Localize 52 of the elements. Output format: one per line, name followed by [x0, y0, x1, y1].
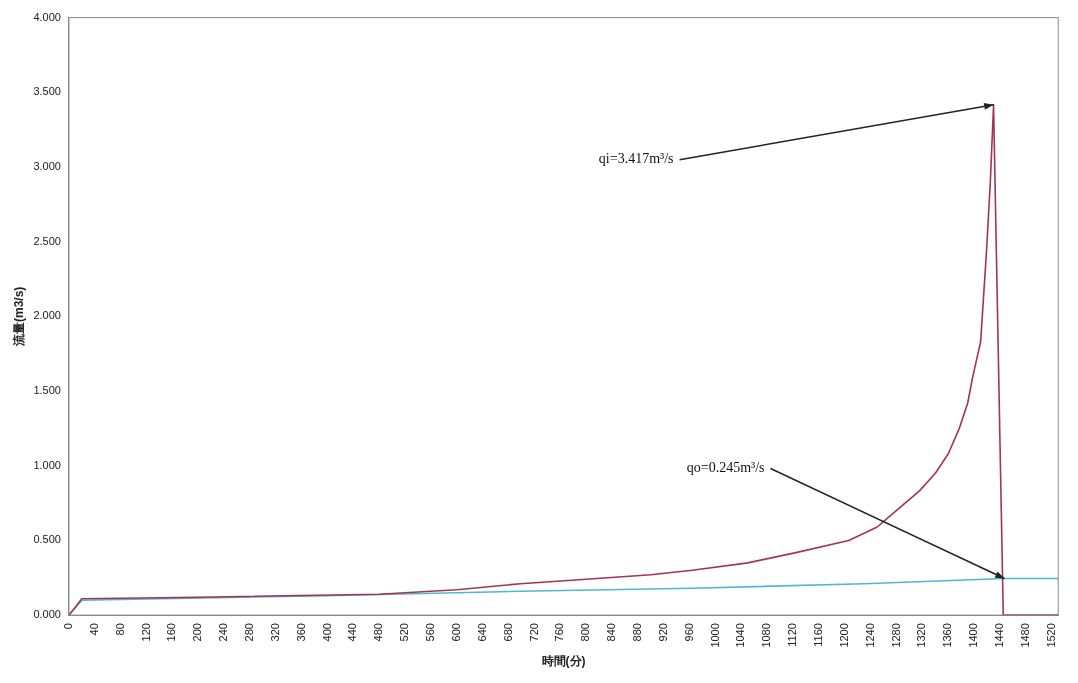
x-tick-label: 160 [165, 623, 178, 642]
x-tick-label: 1440 [993, 623, 1006, 648]
x-tick-label: 1200 [837, 623, 850, 648]
y-tick-label: 0.500 [33, 533, 61, 546]
x-tick-label: 1080 [760, 623, 773, 648]
x-tick-label: 1160 [812, 623, 825, 647]
x-tick-label: 680 [501, 623, 514, 642]
y-tick-label: 3.500 [33, 85, 61, 98]
x-tick-label: 600 [449, 623, 462, 642]
x-tick-label: 800 [579, 623, 592, 642]
y-tick-label: 1.000 [33, 458, 61, 471]
y-axis-title: 流量(m3/s) [11, 286, 26, 348]
x-tick-label: 40 [87, 623, 100, 636]
x-tick-label: 960 [682, 623, 695, 642]
x-tick-label: 1480 [1018, 623, 1031, 648]
x-tick-label: 1040 [734, 623, 747, 648]
x-tick-label: 440 [346, 623, 359, 642]
x-tick-label: 480 [372, 623, 385, 642]
y-tick-label: 0.000 [33, 608, 61, 621]
x-tick-label: 520 [398, 623, 411, 642]
x-tick-label: 0 [61, 623, 74, 630]
x-tick-label: 1120 [786, 623, 799, 647]
x-tick-label: 880 [630, 623, 643, 642]
x-tick-label: 1360 [941, 623, 954, 648]
x-tick-label: 240 [217, 623, 230, 642]
x-tick-label: 920 [656, 623, 669, 642]
y-tick-label: 3.000 [33, 160, 61, 173]
y-tick-label: 4.000 [33, 10, 61, 23]
x-axis-title: 時間(分) [541, 654, 586, 669]
x-tick-label: 640 [475, 623, 488, 642]
x-tick-label: 80 [113, 623, 126, 636]
x-tick-label: 1240 [863, 623, 876, 648]
y-tick-label: 2.500 [33, 234, 61, 247]
y-tick-label: 2.000 [33, 309, 61, 322]
x-tick-label: 1520 [1044, 623, 1057, 648]
x-tick-label: 1280 [889, 623, 902, 648]
x-tick-label: 560 [424, 623, 437, 642]
annotation: qi=3.417m³/s [598, 151, 674, 167]
x-tick-label: 400 [320, 623, 333, 642]
x-tick-label: 720 [527, 623, 540, 642]
annotation: qo=0.245m³/s [686, 460, 765, 476]
x-tick-label: 320 [268, 623, 281, 642]
x-tick-label: 760 [553, 623, 566, 642]
x-tick-label: 1320 [915, 623, 928, 648]
y-tick-label: 1.500 [33, 384, 61, 397]
x-tick-label: 1400 [967, 623, 980, 648]
x-tick-label: 840 [605, 623, 618, 642]
x-tick-label: 120 [139, 623, 152, 642]
x-tick-label: 1000 [708, 623, 721, 648]
x-tick-label: 280 [243, 623, 256, 642]
x-tick-label: 200 [191, 623, 204, 642]
x-tick-label: 360 [294, 623, 307, 642]
